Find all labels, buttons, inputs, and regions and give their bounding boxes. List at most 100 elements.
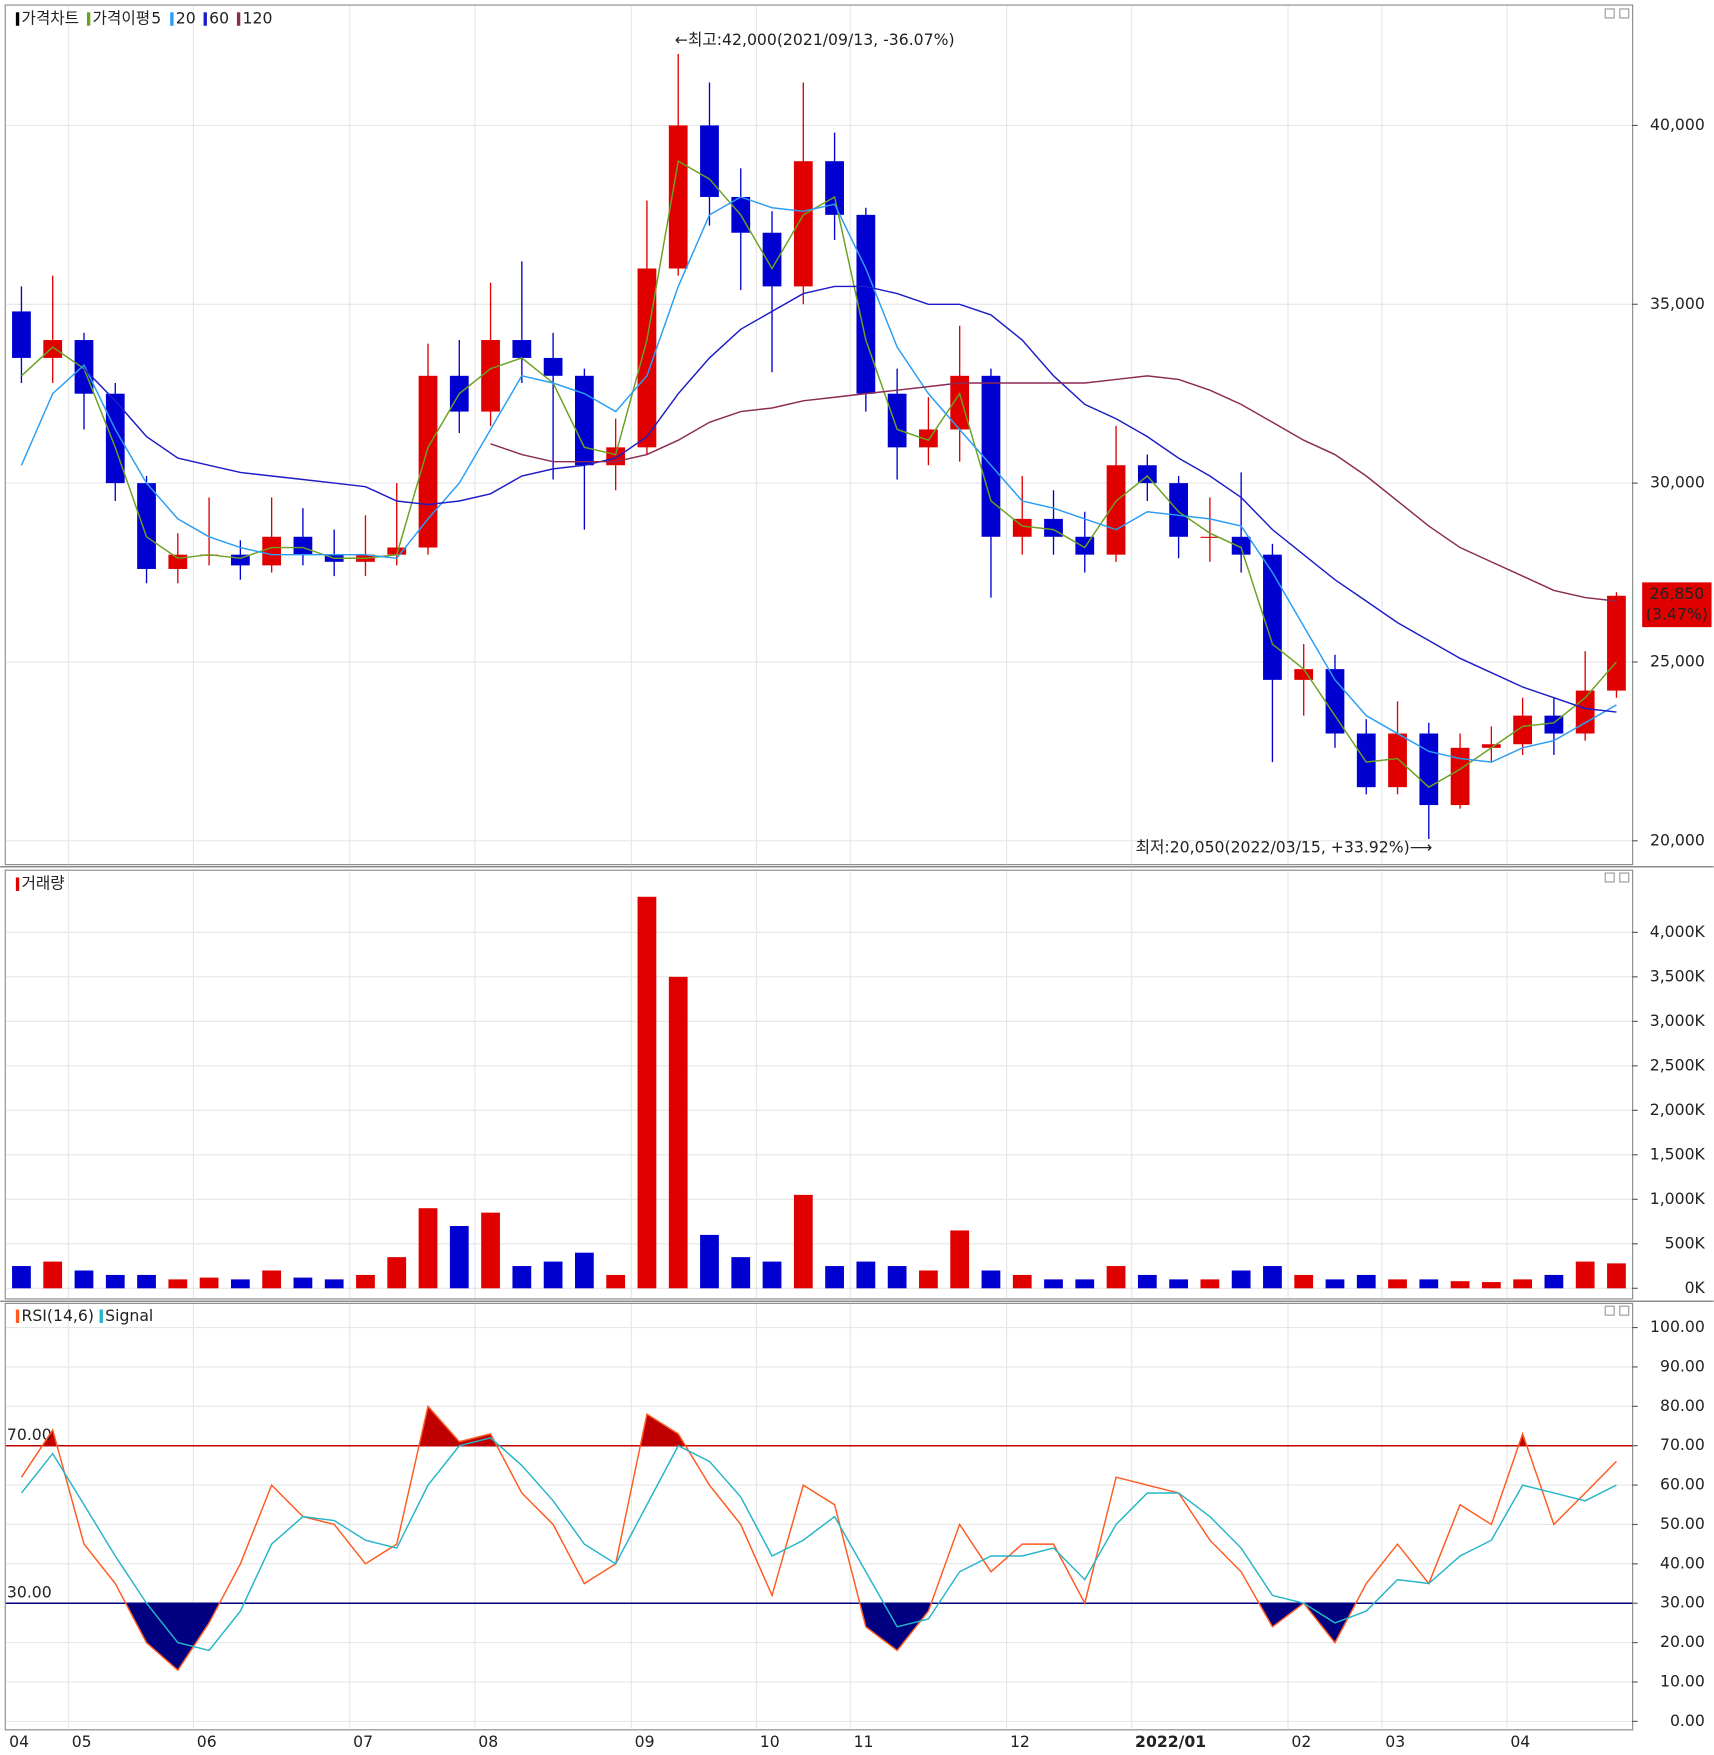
volume-panel [4,869,1634,1300]
candle-body [1388,733,1407,788]
y-tick-label: 3,000K [1650,1011,1706,1030]
volume-bar [481,1212,500,1289]
volume-bar [74,1270,94,1289]
candle-body [1481,744,1501,748]
volume-bar [1169,1279,1188,1289]
y-tick-label: 90.00 [1660,1356,1705,1375]
legend-label: 5 [151,9,161,28]
minimize-button[interactable] [1604,8,1615,19]
volume-bar [1044,1279,1063,1289]
line-series [20,160,1617,789]
y-tick-label: 10.00 [1660,1671,1705,1690]
x-tick-label: 07 [353,1732,373,1751]
legend-label: Signal [105,1306,153,1325]
y-tick-label: 2,000K [1650,1100,1706,1119]
candle-body [1419,733,1439,806]
candle-body [793,161,813,287]
volume-bar [356,1274,375,1289]
candle-body [1294,669,1314,680]
candle-body [1544,715,1564,734]
legend-label: RSI(14,6) [21,1306,94,1325]
volume-bar [731,1257,751,1289]
close-button[interactable] [1619,1305,1630,1316]
minimize-button[interactable] [1604,872,1615,883]
candle-body [825,161,844,215]
volume-bar [637,896,657,1289]
volume-bar [1513,1279,1533,1289]
volume-bar [199,1277,219,1289]
volume-bar [1231,1270,1251,1289]
y-tick-label: 20.00 [1660,1632,1705,1651]
y-tick-label: 4,000K [1650,922,1706,941]
legend-label: 20 [176,9,196,28]
volume-bar [387,1257,407,1289]
volume-bar [449,1225,469,1289]
x-tick-label: 08 [478,1732,498,1751]
candle-body [230,554,250,566]
line-series [20,1437,1617,1652]
y-tick-label: 60.00 [1660,1475,1705,1494]
candle-body [12,311,31,358]
legend-swatch [15,12,20,26]
candle-body [1012,518,1032,537]
high-annotation: ←최고:42,000(2021/09/13, -36.07%) [675,30,955,49]
volume-bar [981,1270,1001,1289]
x-tick-label: 2022/01 [1135,1732,1206,1751]
y-tick-label: 3,500K [1650,966,1706,985]
low-annotation: 최저:20,050(2022/03/15, +33.92%)⟶ [1136,837,1433,856]
candle-body [856,214,876,394]
rsi-panel [4,1302,1634,1731]
y-tick-label: 70.00 [1660,1435,1705,1454]
volume-bar [856,1261,876,1289]
candle-body [1137,465,1157,484]
x-tick-label: 10 [760,1732,780,1751]
x-tick-label: 02 [1291,1732,1311,1751]
volume-bar [137,1274,156,1289]
x-tick-label: 04 [9,1732,29,1751]
candle-body [262,536,282,566]
volume-bar [1263,1266,1282,1289]
candle-body [1450,747,1470,806]
volume-bar [575,1252,594,1289]
x-tick-label: 12 [1010,1732,1030,1751]
legend-swatch [170,12,174,26]
y-tick-label: 100.00 [1650,1317,1705,1336]
y-tick-label: 1,000K [1650,1189,1706,1208]
y-tick-label: 500K [1665,1233,1706,1252]
candle-body [668,125,688,269]
y-tick-label: 40.00 [1660,1553,1705,1572]
candle-body [1169,483,1188,537]
volume-bar [1419,1279,1439,1289]
close-button[interactable] [1619,872,1630,883]
candle-body [575,375,594,466]
panel-buttons [1604,8,1630,1316]
y-tick-label: 40,000 [1650,115,1705,134]
y-tick-label: 50.00 [1660,1514,1705,1533]
candle-body [1200,536,1220,538]
legend-swatch [15,877,20,891]
y-tick-label: 25,000 [1650,651,1705,670]
y-tick-label: 0.00 [1670,1711,1705,1730]
legend-swatch [15,1309,20,1323]
line-series [20,196,1617,763]
volume-bar [293,1277,313,1289]
volume-bar [512,1266,532,1289]
close-button[interactable] [1619,8,1630,19]
candle-body [1356,733,1376,788]
minimize-button[interactable] [1604,1305,1615,1316]
x-tick-label: 09 [635,1732,655,1751]
y-tick-label: 35,000 [1650,294,1705,313]
y-tick-label: 1,500K [1650,1144,1706,1163]
volume-bar [919,1270,938,1289]
y-tick-label: 0K [1685,1278,1706,1297]
volume-bar [168,1279,188,1289]
legend-swatch [236,12,241,26]
volume-bar [1607,1263,1626,1289]
volume-bar [262,1270,282,1289]
x-tick-label: 06 [197,1732,217,1751]
x-tick-label: 03 [1385,1732,1405,1751]
volume-bar [230,1279,250,1289]
candle-body [700,125,719,197]
level-label: 70.00 [7,1425,52,1444]
legend-label: 가격이평 [93,9,151,28]
